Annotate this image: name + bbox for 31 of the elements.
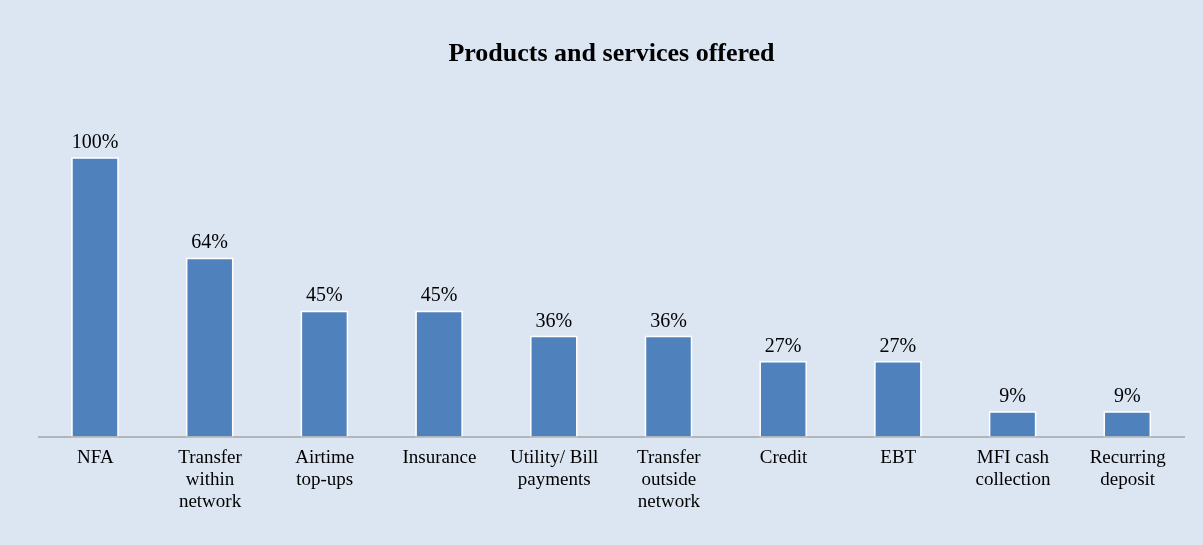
data-label: 9%	[1113, 383, 1141, 406]
x-tick-label: Recurring deposit	[1089, 446, 1167, 489]
data-label: 9%	[999, 383, 1026, 406]
bar	[300, 310, 349, 438]
bar	[415, 310, 463, 438]
bar	[71, 157, 119, 438]
data-label: 45%	[420, 283, 458, 306]
data-label: 36%	[535, 308, 573, 331]
bar	[988, 411, 1037, 438]
bar	[644, 335, 693, 438]
x-tick-label: Utility/ Bill payments	[510, 446, 599, 489]
x-tick-label: Transfer outside network	[637, 446, 702, 511]
bar	[185, 257, 234, 438]
data-label: 27%	[764, 333, 802, 356]
bar	[1103, 411, 1152, 438]
x-tick-label: EBT	[880, 446, 917, 467]
data-label: 45%	[306, 283, 343, 306]
data-label: 64%	[191, 230, 229, 253]
chart-title: Products and services offered	[447, 38, 776, 68]
x-tick-label: Insurance	[402, 446, 477, 467]
x-tick-label: Credit	[759, 446, 809, 467]
bar	[759, 360, 807, 438]
x-tick-label: Airtime top-ups	[295, 446, 355, 489]
x-tick-label: MFI cash collection	[975, 446, 1051, 489]
x-tick-label: Transfer within network	[178, 446, 243, 511]
bar	[530, 335, 578, 438]
data-label: 27%	[879, 333, 917, 356]
x-tick-label: NFA	[77, 446, 114, 467]
data-label: 100%	[71, 130, 119, 152]
bar	[874, 360, 922, 438]
data-label: 36%	[650, 308, 687, 331]
